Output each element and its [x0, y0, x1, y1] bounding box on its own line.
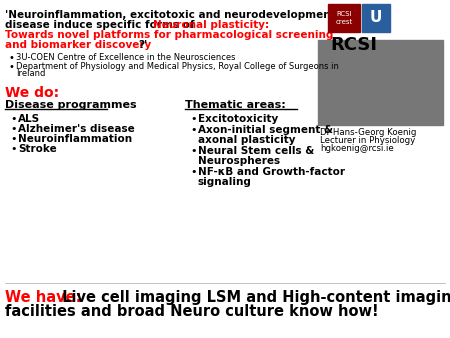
Text: Axon-initial segment &: Axon-initial segment & [198, 125, 333, 135]
Text: ALS: ALS [18, 114, 40, 124]
Bar [318, 40, 443, 125]
Text: Live cell imaging LSM and High-content imaging: Live cell imaging LSM and High-content i… [57, 290, 450, 305]
Text: hgkoenig@rcsi.ie: hgkoenig@rcsi.ie [320, 144, 394, 153]
Text: NF-κB and Growth-factor: NF-κB and Growth-factor [198, 167, 345, 177]
Text: •: • [190, 167, 197, 177]
Text: Neuroinflammation: Neuroinflammation [18, 134, 132, 144]
Text: We do:: We do: [5, 86, 59, 100]
Text: •: • [10, 124, 17, 134]
Text: Department of Physiology and Medical Physics, Royal College of Surgeons in: Department of Physiology and Medical Phy… [16, 62, 339, 71]
Text: Stroke: Stroke [18, 144, 57, 154]
Text: facilities and broad Neuro culture know how!: facilities and broad Neuro culture know … [5, 304, 378, 319]
Text: Alzheimer's disease: Alzheimer's disease [18, 124, 135, 134]
Bar [328, 4, 360, 32]
Text: Ireland: Ireland [16, 69, 45, 78]
Text: signaling: signaling [198, 177, 252, 187]
Text: RCSI
crest: RCSI crest [335, 11, 353, 24]
Text: Dr Hans-Georg Koenig: Dr Hans-Georg Koenig [320, 128, 416, 137]
Text: Towards novel platforms for pharmacological screening: Towards novel platforms for pharmacologi… [5, 30, 333, 40]
Text: U: U [370, 10, 382, 25]
Text: •: • [190, 125, 197, 135]
Text: and biomarker discovery: and biomarker discovery [5, 40, 151, 50]
Bar [362, 4, 390, 32]
Text: 'Neuroinflammation, excitotoxic and neurodevelopmental: 'Neuroinflammation, excitotoxic and neur… [5, 10, 346, 20]
Text: •: • [10, 144, 17, 154]
Text: •: • [8, 62, 14, 72]
Text: axonal plasticity: axonal plasticity [198, 135, 296, 145]
Text: Neurospheres: Neurospheres [198, 156, 280, 166]
Text: •: • [10, 114, 17, 124]
Text: Neuronal plasticity:: Neuronal plasticity: [153, 20, 269, 30]
Text: Neural Stem cells &: Neural Stem cells & [198, 146, 314, 156]
Text: •: • [190, 146, 197, 156]
Text: Excitotoxicity: Excitotoxicity [198, 114, 278, 124]
Text: 3U-COEN Centre of Excellence in the Neurosciences: 3U-COEN Centre of Excellence in the Neur… [16, 53, 235, 62]
Text: Lecturer in Physiology: Lecturer in Physiology [320, 136, 415, 145]
Text: ?': ?' [138, 40, 147, 50]
Text: disease induce specific forms of: disease induce specific forms of [5, 20, 198, 30]
Text: •: • [8, 53, 14, 63]
Text: RCSI: RCSI [330, 36, 377, 54]
Text: We have:: We have: [5, 290, 81, 305]
Text: Thematic areas:: Thematic areas: [185, 100, 286, 110]
Text: •: • [190, 114, 197, 124]
Text: Disease programmes: Disease programmes [5, 100, 137, 110]
Text: •: • [10, 134, 17, 144]
